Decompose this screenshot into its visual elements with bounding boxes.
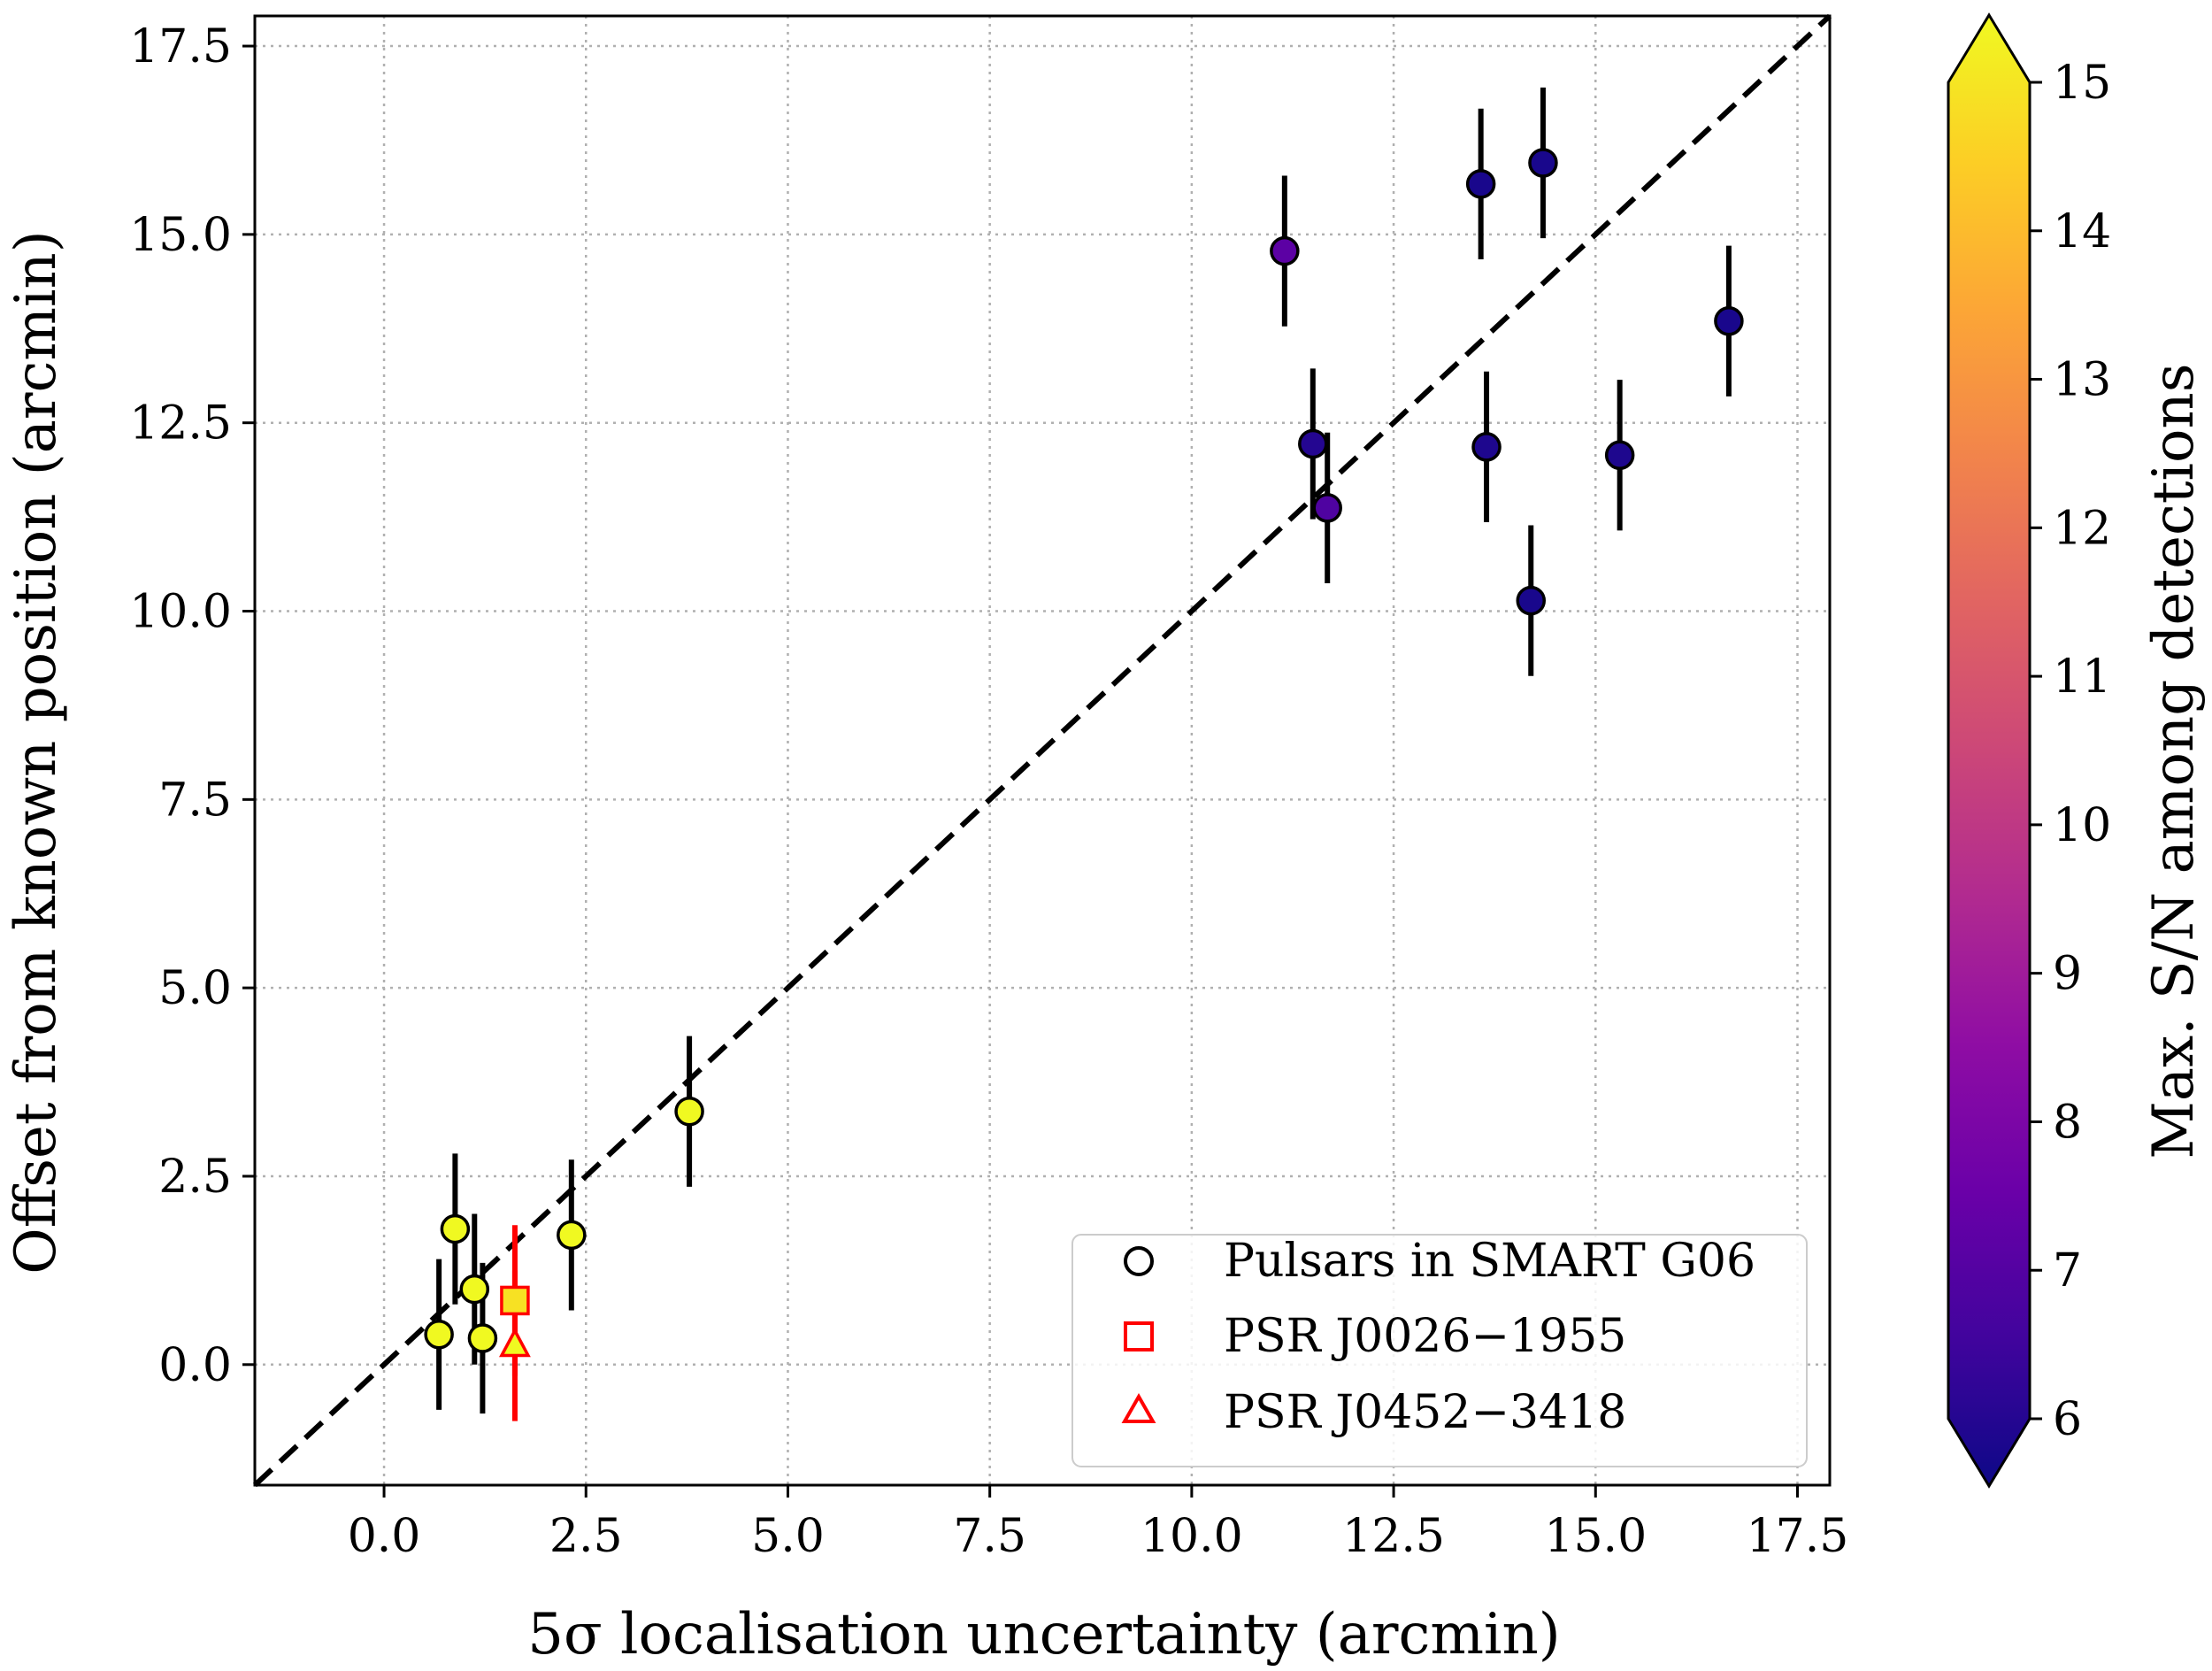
legend-label-j0026: PSR J0026−1955 <box>1224 1310 1626 1363</box>
pulsar-point <box>557 1220 587 1251</box>
legend-label-j0452: PSR J0452−3418 <box>1224 1386 1626 1439</box>
pulsar-point <box>467 1323 498 1353</box>
pulsar-point <box>1270 235 1300 266</box>
colorbar-tick-label: 15 <box>2053 57 2111 110</box>
y-tick-label: 7.5 <box>158 774 232 827</box>
psr-j0452-point <box>499 1327 531 1358</box>
legend-triangle-marker <box>1121 1392 1156 1423</box>
pulsar-point <box>1298 428 1328 459</box>
colorbar-label: Max. S/N among detections <box>2141 363 2207 1159</box>
y-tick-label: 17.5 <box>129 20 232 73</box>
x-tick-label: 7.5 <box>953 1510 1026 1563</box>
x-tick-label: 2.5 <box>549 1510 623 1563</box>
colorbar-tick-label: 6 <box>2053 1393 2082 1446</box>
pulsar-point <box>1471 432 1502 462</box>
pulsar-point <box>440 1213 471 1244</box>
pulsar-point <box>459 1274 490 1305</box>
legend: Pulsars in SMART G06 PSR J0026−1955 PSR … <box>1071 1234 1808 1467</box>
y-tick-label: 5.0 <box>158 962 232 1015</box>
pulsar-point <box>1465 169 1496 199</box>
pulsar-point <box>424 1319 454 1350</box>
y-axis-label: Offset from known position (arcmin) <box>4 230 69 1274</box>
colorbar-tick-label: 12 <box>2053 502 2111 555</box>
pulsar-point <box>674 1097 704 1127</box>
colorbar-tick-label: 14 <box>2053 205 2111 258</box>
pulsar-point <box>1714 306 1744 336</box>
colorbar-ticks: 6 7 8 9 10 11 12 13 14 15 <box>2030 57 2111 1446</box>
y-tick-label: 0.0 <box>158 1339 232 1392</box>
y-tick-label: 10.0 <box>129 586 232 639</box>
x-axis-ticks: 0.0 2.5 5.0 7.5 10.0 12.5 15.0 17.5 <box>348 1485 1849 1563</box>
colorbar-tick-label: 13 <box>2053 354 2111 407</box>
y-tick-label: 2.5 <box>158 1151 232 1204</box>
y-tick-label: 12.5 <box>129 397 232 450</box>
y-axis-ticks: 0.0 2.5 5.0 7.5 10.0 12.5 15.0 17.5 <box>129 20 255 1392</box>
data-points <box>424 87 1744 1421</box>
x-tick-label: 5.0 <box>751 1510 825 1563</box>
colorbar-body <box>1947 12 2032 1489</box>
colorbar-tick-label: 11 <box>2053 651 2111 704</box>
colorbar: 6 7 8 9 10 11 12 13 14 15 Max. S/N among detectio… <box>1947 12 2207 1489</box>
colorbar-tick-label: 9 <box>2053 948 2082 1001</box>
plot-frame <box>253 14 1832 1487</box>
legend-square-marker <box>1124 1321 1154 1351</box>
pulsar-point <box>1604 440 1635 471</box>
pulsar-point <box>1312 493 1342 523</box>
x-tick-label: 17.5 <box>1747 1510 1849 1563</box>
x-tick-label: 0.0 <box>348 1510 421 1563</box>
psr-j0026-point <box>500 1285 530 1316</box>
legend-circle-marker <box>1124 1246 1154 1276</box>
x-tick-label: 15.0 <box>1544 1510 1647 1563</box>
pulsar-point <box>1516 585 1547 616</box>
x-axis-label: 5σ localisation uncertainty (arcmin) <box>527 1602 1560 1667</box>
y-tick-label: 15.0 <box>129 209 232 262</box>
legend-label-pulsars: Pulsars in SMART G06 <box>1224 1235 1755 1288</box>
colorbar-tick-label: 8 <box>2053 1096 2082 1149</box>
x-tick-label: 10.0 <box>1141 1510 1243 1563</box>
x-tick-label: 12.5 <box>1342 1510 1445 1563</box>
colorbar-tick-label: 10 <box>2053 799 2111 852</box>
grid-lines <box>255 16 1830 1485</box>
colorbar-tick-label: 7 <box>2053 1244 2082 1298</box>
legend-box <box>1071 1234 1808 1467</box>
pulsar-point <box>1528 148 1558 178</box>
